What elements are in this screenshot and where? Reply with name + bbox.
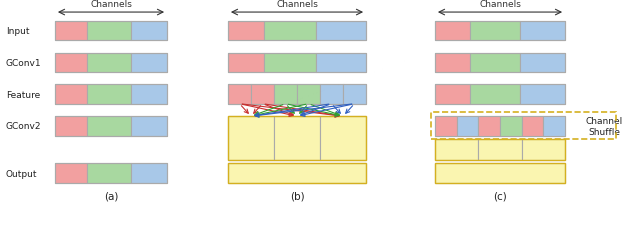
Bar xyxy=(316,22,366,41)
Bar xyxy=(457,117,478,136)
Bar xyxy=(435,53,565,73)
Bar xyxy=(470,85,520,104)
Bar xyxy=(520,22,565,41)
Bar xyxy=(297,85,320,104)
Bar xyxy=(431,113,616,140)
Text: Channel
Shuffle: Channel Shuffle xyxy=(586,117,623,136)
Bar xyxy=(522,140,565,160)
Bar xyxy=(131,164,167,183)
Bar xyxy=(470,53,520,73)
Bar xyxy=(274,85,297,104)
Bar xyxy=(435,164,565,183)
Text: GConv1: GConv1 xyxy=(6,58,42,67)
Bar xyxy=(87,164,131,183)
Bar xyxy=(435,22,470,41)
Bar xyxy=(55,85,87,104)
Bar xyxy=(55,85,167,104)
Bar xyxy=(228,164,366,183)
Bar xyxy=(228,117,274,160)
Text: (c): (c) xyxy=(493,191,507,201)
Bar xyxy=(55,164,87,183)
Text: (b): (b) xyxy=(290,191,304,201)
Bar xyxy=(435,85,470,104)
Text: Input: Input xyxy=(6,27,29,36)
Bar xyxy=(316,53,366,73)
Bar xyxy=(228,164,366,183)
Bar xyxy=(55,22,87,41)
Bar xyxy=(228,85,251,104)
Text: (a): (a) xyxy=(104,191,118,201)
Bar xyxy=(478,140,522,160)
Bar xyxy=(228,117,366,160)
Bar xyxy=(55,117,167,136)
Bar xyxy=(251,85,274,104)
Bar xyxy=(435,85,565,104)
Bar xyxy=(55,53,87,73)
Bar xyxy=(131,53,167,73)
Bar xyxy=(435,140,478,160)
Bar xyxy=(343,85,366,104)
Bar xyxy=(87,53,131,73)
Bar xyxy=(520,53,565,73)
Bar xyxy=(435,53,470,73)
Bar xyxy=(55,22,167,41)
Bar xyxy=(543,117,565,136)
Bar xyxy=(264,53,316,73)
Bar xyxy=(131,117,167,136)
Bar xyxy=(264,22,316,41)
Bar xyxy=(55,164,167,183)
Bar xyxy=(228,53,366,73)
Bar xyxy=(55,53,167,73)
Bar xyxy=(55,117,87,136)
Bar xyxy=(435,117,565,136)
Bar xyxy=(228,22,264,41)
Bar xyxy=(320,117,366,160)
Bar xyxy=(87,85,131,104)
Bar xyxy=(435,22,565,41)
Bar xyxy=(522,117,543,136)
Text: Channels: Channels xyxy=(90,0,132,9)
Bar xyxy=(228,53,264,73)
Bar xyxy=(274,117,320,160)
Bar xyxy=(478,117,500,136)
Text: Channels: Channels xyxy=(276,0,318,9)
Bar xyxy=(435,164,565,183)
Bar xyxy=(131,85,167,104)
Text: Output: Output xyxy=(6,169,38,178)
Bar xyxy=(131,22,167,41)
Bar xyxy=(320,85,343,104)
Bar xyxy=(520,85,565,104)
Text: Feature: Feature xyxy=(6,90,40,99)
Bar xyxy=(87,22,131,41)
Bar xyxy=(435,140,565,160)
Bar xyxy=(228,85,366,104)
Bar xyxy=(500,117,522,136)
Bar xyxy=(228,22,366,41)
Text: Channels: Channels xyxy=(479,0,521,9)
Bar xyxy=(435,117,457,136)
Bar xyxy=(87,117,131,136)
Text: GConv2: GConv2 xyxy=(6,122,42,131)
Bar xyxy=(470,22,520,41)
